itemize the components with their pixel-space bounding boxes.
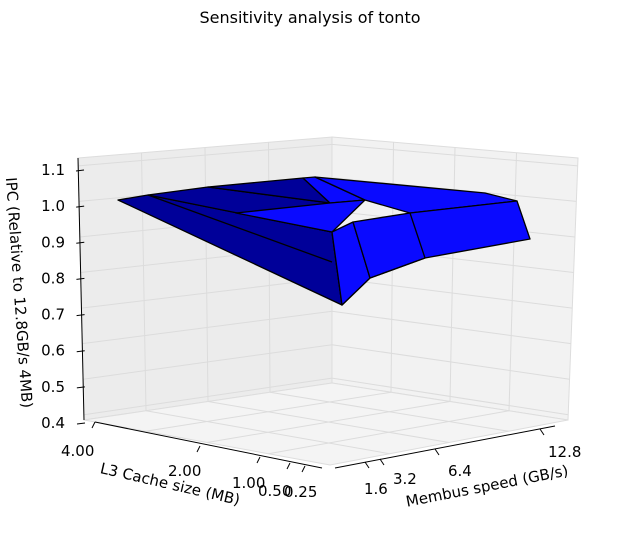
x-axis-label: Membus speed (GB/s) [404, 462, 569, 511]
y-axis-line [94, 421, 323, 469]
z-tick-label: 0.6 [41, 342, 65, 360]
z-tick-label: 0.5 [41, 378, 65, 396]
x-tick-mark [379, 458, 385, 466]
floor-gridline [206, 401, 451, 443]
x-tick-label: 1.6 [364, 480, 388, 498]
z-gridline [82, 310, 571, 345]
y-tick-label: 2.00 [168, 462, 201, 480]
x-gridline [508, 152, 517, 411]
x-tick-mark [434, 448, 440, 456]
z-tick-mark [76, 386, 85, 389]
y-tick-label: 0.50 [258, 482, 291, 500]
surface-patch [352, 212, 426, 279]
z-tick-label: 0.4 [41, 414, 65, 432]
axis-lines [77, 157, 556, 469]
x-tick-mark [539, 428, 545, 436]
y-tick-label: 0.25 [284, 483, 317, 501]
floor-gridline [268, 410, 510, 455]
z-tick-mark [76, 314, 85, 317]
x-tick-label: 3.2 [393, 470, 417, 488]
z-gridline [83, 377, 569, 416]
chart-title: Sensitivity analysis of tonto [199, 8, 420, 27]
y-axis-ticks: 4.00 2.00 1.000.500.25 [61, 421, 317, 501]
surface-edge [147, 194, 333, 263]
y-tick-mark [286, 462, 291, 470]
x-tick-label: 12.8 [548, 443, 581, 461]
z-tick-mark [76, 205, 85, 208]
z-gridline [78, 143, 578, 167]
z-tick-mark [75, 169, 85, 172]
x-axis-line [334, 425, 556, 469]
y-tick-label: 4.00 [61, 442, 94, 460]
z-tick-mark [76, 422, 86, 425]
z-tick-label: 1.0 [41, 197, 65, 215]
floor-gridline [269, 391, 509, 432]
y-tick-mark [196, 445, 201, 453]
z-tick-label: 0.9 [41, 233, 65, 251]
z-tick-mark [76, 241, 85, 244]
ipc-surface [117, 176, 531, 306]
x-tick-label: 6.4 [448, 462, 472, 480]
y-tick-mark [91, 421, 96, 429]
x-axis-ticks: 1.6 3.2 6.4 12.8 [364, 428, 581, 498]
floor-pane [83, 382, 569, 466]
z-axis-ticks: 0.4 0.5 0.6 0.7 0.8 0.9 1.0 1.1 [41, 161, 86, 432]
y-tick-mark [301, 465, 306, 473]
y-tick-mark [256, 456, 261, 464]
z-tick-mark [76, 277, 85, 280]
x-tick-mark [364, 461, 370, 469]
z-tick-label: 0.7 [41, 306, 65, 324]
z-gridline [82, 344, 570, 380]
z-tick-label: 0.8 [41, 269, 65, 287]
z-axis-label: IPC (Relative to 12.8GB/s 4MB) [2, 177, 36, 409]
z-axis-line [77, 157, 85, 421]
z-tick-label: 1.1 [41, 161, 65, 179]
z-tick-mark [76, 350, 85, 353]
y-tick-label: 1.00 [232, 474, 265, 492]
